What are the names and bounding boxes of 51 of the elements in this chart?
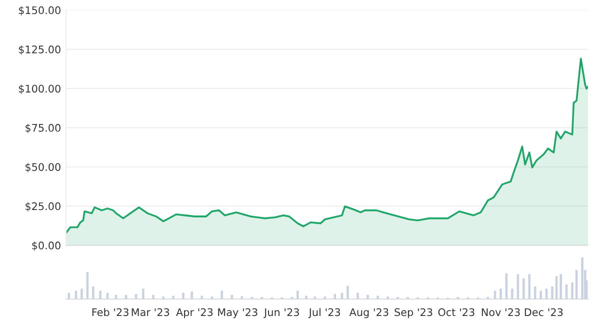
y-tick-label: $75.00 [26, 124, 60, 134]
bar [376, 296, 379, 300]
x-tick-label: Oct '23 [438, 308, 474, 316]
bar [551, 286, 554, 300]
bar [305, 296, 308, 300]
bar [511, 288, 514, 300]
bar [386, 296, 389, 300]
y-tick-label: $150.00 [18, 6, 60, 16]
x-tick-label: Jun '23 [264, 308, 299, 318]
bar [210, 296, 214, 300]
bar [560, 274, 562, 300]
bar [324, 296, 326, 300]
bar [571, 282, 574, 300]
x-tick-label: Sep '23 [394, 308, 432, 318]
bar [80, 288, 83, 300]
y-tick-label: $100.00 [18, 84, 60, 94]
bar [182, 292, 184, 300]
bar [522, 278, 525, 300]
y-tick-label: $0.00 [32, 241, 60, 251]
bar [190, 292, 193, 300]
bar [142, 288, 144, 300]
bar [92, 286, 94, 300]
x-tick-label: Apr '23 [176, 308, 213, 318]
bar [162, 296, 164, 300]
x-tick-label: Feb '23 [92, 308, 128, 316]
bar [581, 257, 584, 300]
bar [220, 290, 224, 300]
bar [200, 296, 204, 300]
bar [172, 296, 174, 300]
x-tick-label: Dec '23 [524, 308, 563, 316]
x-tick-label: Jul '23 [308, 308, 340, 318]
x-tick-label: Nov '23 [482, 308, 520, 316]
bar [528, 274, 531, 300]
x-tick-label: May '23 [218, 308, 258, 318]
bar [366, 294, 369, 300]
y-tick-label: $125.00 [18, 45, 60, 55]
bar [99, 290, 102, 300]
bar [152, 294, 154, 300]
y-tick-label: $25.00 [26, 202, 60, 212]
bar [334, 294, 336, 300]
x-tick-label: Aug '23 [349, 308, 388, 318]
bar [486, 296, 490, 300]
bar [346, 286, 349, 300]
x-tick-label: Mar '23 [132, 308, 170, 316]
bar [540, 290, 542, 300]
bar [500, 288, 502, 300]
bar [314, 296, 316, 300]
bar [68, 292, 70, 300]
bar [296, 290, 299, 300]
bar [356, 292, 359, 300]
y-tick-label: $50.00 [26, 162, 60, 172]
